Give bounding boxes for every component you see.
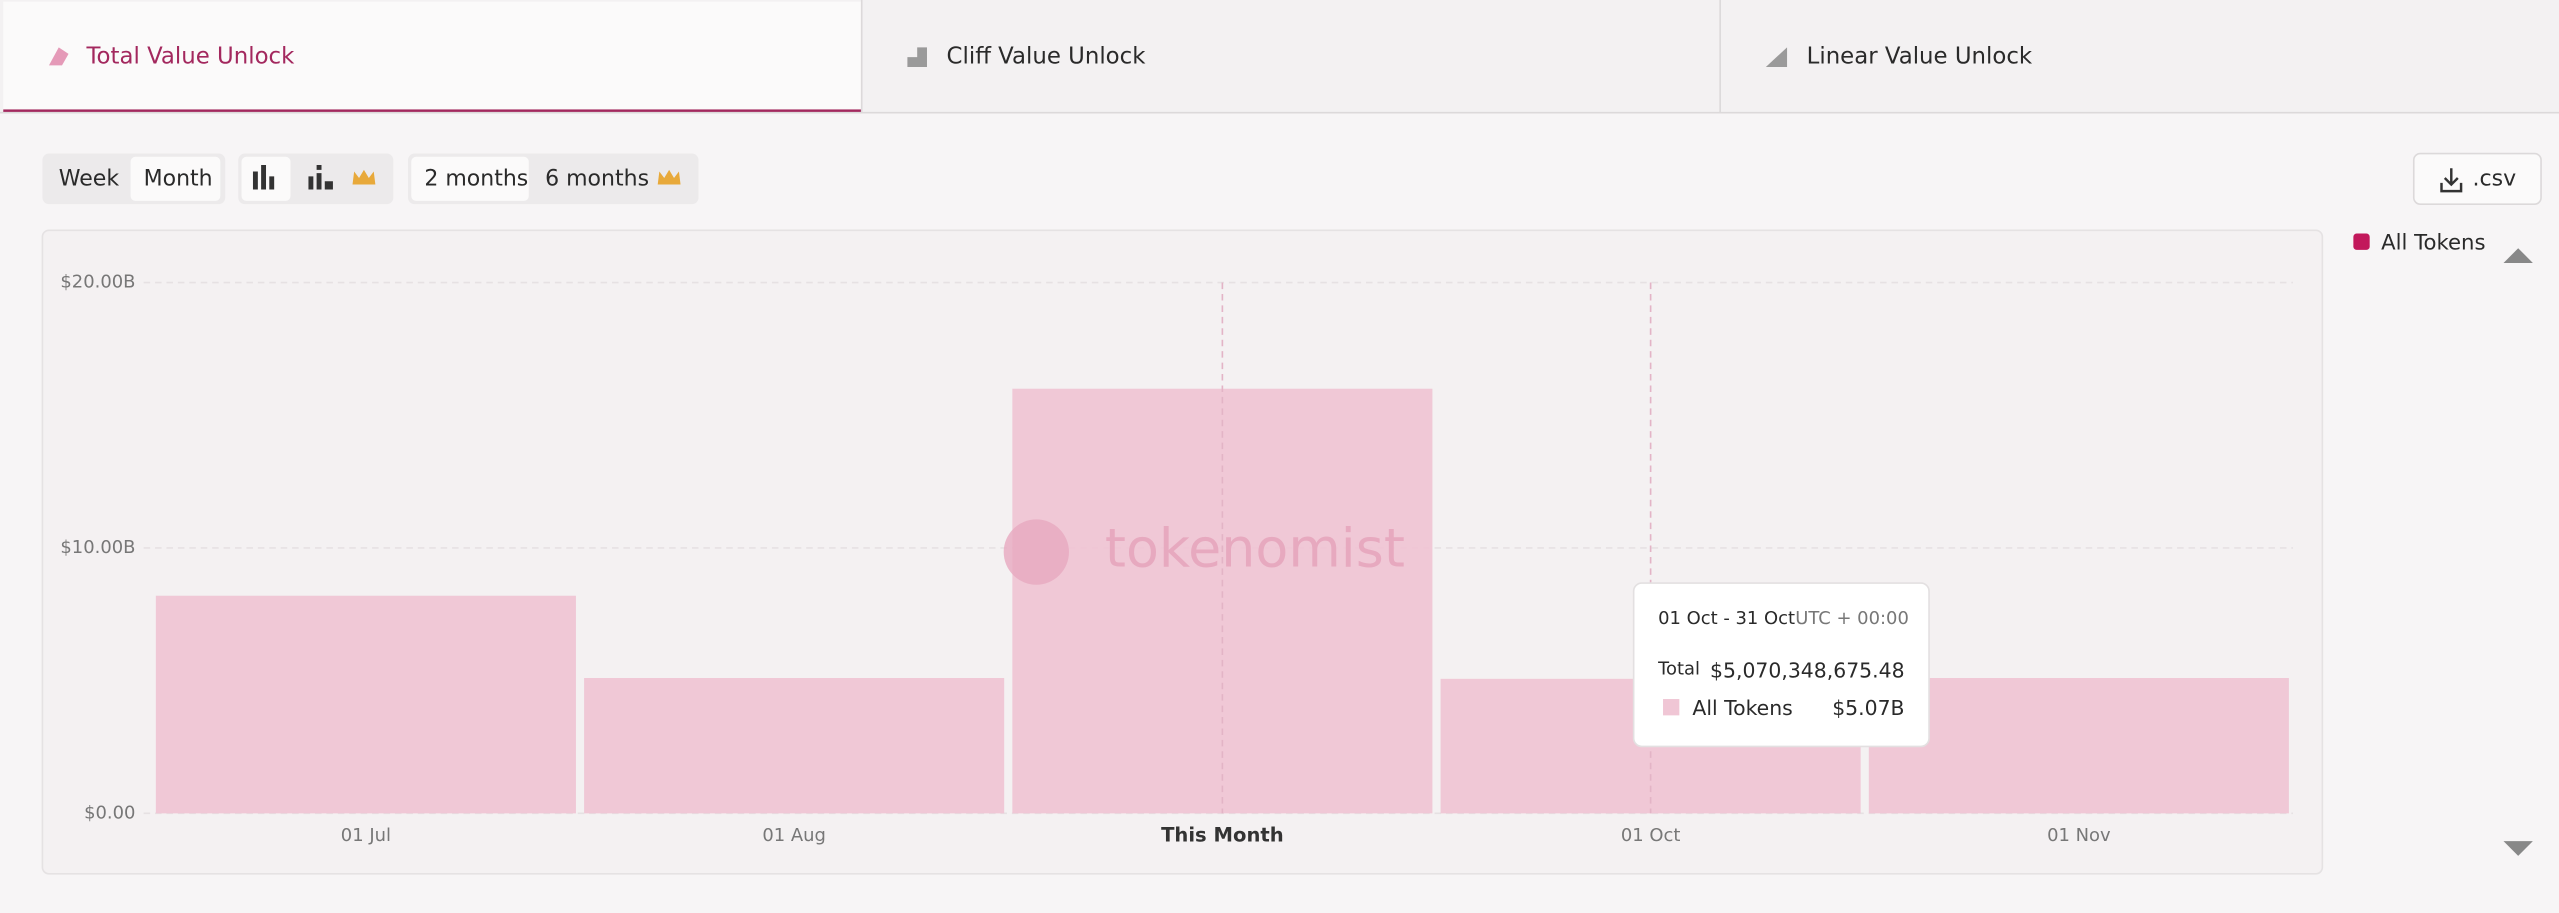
button-selected-bg: [130, 156, 221, 201]
premium-icon: [657, 169, 681, 185]
button[interactable]: Month: [144, 167, 213, 192]
bar-icon[interactable]: [252, 164, 275, 190]
button[interactable]: Week: [59, 167, 120, 192]
bar: [155, 595, 576, 814]
premium-icon: [352, 169, 376, 185]
tab-icon: [48, 47, 69, 66]
tooltip-value: $5.07B: [1832, 696, 1904, 720]
plot: $0.00 $10.00B $20.00B 01 Jul 01 Aug This Mont…: [60, 272, 2293, 847]
watermark-logo: [1003, 519, 1069, 585]
tooltip-swatch: [1663, 699, 1680, 716]
stacked-icon[interactable]: [308, 164, 333, 190]
tab[interactable]: Total Value Unlock: [85, 44, 295, 70]
legend-label[interactable]: All Tokens: [2381, 230, 2485, 255]
x-tick-label: This Month: [1161, 824, 1284, 847]
tooltip-range: 01 Oct - 31 Oct: [1658, 608, 1795, 629]
button[interactable]: 6 months: [545, 167, 649, 192]
y-tick-label: $0.00: [84, 802, 135, 823]
tooltip-total: $5,070,348,675.48: [1710, 658, 1905, 682]
tooltip-timezone: UTC + 00:00: [1795, 608, 1909, 629]
x-tick-label: 01 Oct: [1621, 825, 1681, 846]
x-tick-label: 01 Nov: [2047, 825, 2111, 846]
legend-swatch: [2353, 233, 2370, 250]
tab-active-bg: [3, 1, 862, 112]
tab[interactable]: Linear Value Unlock: [1807, 44, 2033, 70]
scroll-up[interactable]: [2503, 248, 2533, 263]
download-label[interactable]: .csv: [2473, 167, 2517, 192]
tab-icon: [907, 47, 927, 67]
x-tick-label: 01 Jul: [341, 825, 391, 846]
tooltip-total-label: Total: [1657, 659, 1700, 680]
y-tick-label: $10.00B: [60, 537, 135, 558]
bar: [1868, 678, 2289, 814]
x-tick-label: 01 Aug: [762, 825, 826, 846]
scroll-down[interactable]: [2503, 841, 2533, 856]
tab-underline: [3, 109, 862, 113]
bar: [1012, 388, 1433, 814]
tooltip-series: All Tokens: [1692, 696, 1792, 720]
bar: [584, 678, 1005, 814]
watermark: tokenomist: [1105, 517, 1405, 580]
tooltip-box: [1632, 582, 1930, 748]
tab[interactable]: Cliff Value Unlock: [947, 44, 1147, 70]
button-selected-bg: [411, 156, 529, 201]
tooltip: 01 Oct - 31 Oct UTC + 00:00 Total $5,070…: [1632, 582, 1930, 748]
y-tick-label: $20.00B: [60, 272, 135, 293]
button[interactable]: 2 months: [424, 167, 528, 192]
download-icon: [2440, 168, 2463, 193]
